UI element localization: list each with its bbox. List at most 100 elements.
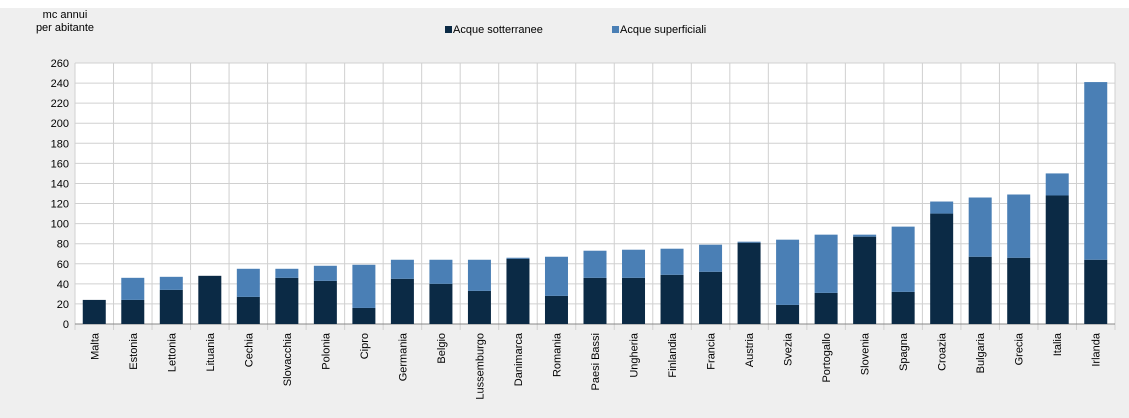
bar-segment: [159, 289, 183, 324]
x-tick-label: Austria: [744, 332, 756, 367]
bar-segment: [737, 242, 761, 324]
x-tick-label: Portogallo: [821, 333, 833, 383]
x-tick-label: Polonia: [320, 332, 332, 370]
x-tick-label: Bulgaria: [975, 332, 987, 373]
bar-segment: [82, 299, 106, 324]
x-tick-label: Francia: [706, 332, 718, 370]
bar-segment: [699, 244, 723, 272]
bar-segment: [467, 290, 491, 324]
bar-segment: [776, 239, 800, 305]
y-tick-label: 40: [57, 279, 69, 291]
x-tick-label: Lussemburgo: [474, 333, 486, 400]
y-tick-label: 100: [51, 219, 69, 231]
x-tick-label: Belgio: [436, 333, 448, 364]
x-tick-label: Irlanda: [1091, 332, 1103, 367]
bar-segment: [121, 277, 145, 300]
bar-segment: [622, 249, 646, 278]
bar-segment: [275, 277, 299, 324]
y-tick-label: 260: [51, 58, 69, 70]
legend-swatch: [445, 26, 452, 33]
y-tick-label: 160: [51, 158, 69, 170]
y-axis-title: per abitante: [36, 22, 94, 34]
x-tick-label: Estonia: [128, 332, 140, 370]
y-tick-label: 220: [51, 98, 69, 110]
bar-segment: [506, 257, 530, 259]
y-axis-title: mc annui: [43, 9, 88, 21]
x-tick-label: Slovenia: [860, 332, 872, 375]
bar-segment: [1007, 257, 1031, 324]
bar-segment: [968, 256, 992, 324]
bar-segment: [853, 234, 877, 237]
bar-segment: [1084, 259, 1108, 324]
bar-segment: [891, 226, 915, 292]
bar-segment: [1045, 173, 1069, 196]
x-tick-label: Spagna: [898, 332, 910, 371]
x-tick-label: Paesi Bassi: [590, 333, 602, 390]
bar-segment: [1045, 195, 1069, 324]
x-tick-label: Lettonia: [166, 332, 178, 372]
x-tick-label: Croazia: [937, 332, 949, 371]
x-tick-label: Slovacchia: [282, 332, 294, 386]
bar-segment: [236, 268, 260, 297]
bar-segment: [198, 275, 222, 324]
bar-segment: [159, 276, 183, 290]
bar-segment: [583, 250, 607, 278]
bar-segment: [622, 277, 646, 324]
y-tick-label: 20: [57, 299, 69, 311]
bar-segment: [930, 213, 954, 324]
y-tick-label: 200: [51, 118, 69, 130]
bar-segment: [891, 291, 915, 324]
bar-segment: [814, 292, 838, 324]
x-tick-label: Danimarca: [513, 332, 525, 386]
bar-segment: [313, 265, 337, 281]
bar-segment: [814, 234, 838, 293]
x-tick-label: Cechia: [243, 332, 255, 367]
bar-segment: [121, 299, 145, 324]
bar-segment: [506, 258, 530, 324]
x-tick-label: Romania: [551, 332, 563, 377]
legend-swatch: [612, 26, 619, 33]
bar-segment: [275, 268, 299, 278]
x-tick-label: Lituania: [205, 332, 217, 371]
y-tick-label: 60: [57, 259, 69, 271]
bar-segment: [583, 277, 607, 324]
bar-segment: [1084, 82, 1108, 260]
x-tick-label: Cipro: [359, 333, 371, 359]
y-tick-label: 180: [51, 138, 69, 150]
bar-segment: [737, 241, 761, 243]
y-tick-label: 240: [51, 78, 69, 90]
bar-segment: [429, 283, 453, 324]
bar-segment: [352, 264, 376, 308]
x-tick-label: Svezia: [783, 332, 795, 366]
legend-label: Acque sotterranee: [453, 24, 543, 36]
bar-segment: [776, 304, 800, 324]
bar-segment: [968, 197, 992, 257]
bar-segment: [352, 307, 376, 324]
bar-segment: [699, 271, 723, 324]
y-tick-label: 80: [57, 239, 69, 251]
bar-segment: [544, 295, 568, 324]
x-tick-label: Ungheria: [629, 332, 641, 378]
bar-segment: [390, 259, 414, 279]
bar-segment: [467, 259, 491, 291]
bar-segment: [544, 256, 568, 296]
bar-segment: [660, 248, 684, 275]
bar-segment: [236, 296, 260, 324]
x-tick-label: Italia: [1052, 332, 1064, 356]
y-tick-label: 140: [51, 178, 69, 190]
x-tick-label: Grecia: [1014, 332, 1026, 365]
bar-segment: [390, 278, 414, 324]
x-tick-label: Finlandia: [667, 332, 679, 378]
bar-segment: [1007, 194, 1031, 258]
y-tick-label: 120: [51, 199, 69, 211]
bar-segment: [660, 274, 684, 324]
x-tick-label: Germania: [397, 332, 409, 381]
bar-segment: [930, 201, 954, 214]
bar-segment: [313, 280, 337, 324]
x-tick-label: Malta: [89, 332, 101, 360]
bar-segment: [429, 259, 453, 284]
bar-segment: [853, 236, 877, 324]
legend-label: Acque superficiali: [620, 24, 706, 36]
y-tick-label: 0: [63, 319, 69, 331]
